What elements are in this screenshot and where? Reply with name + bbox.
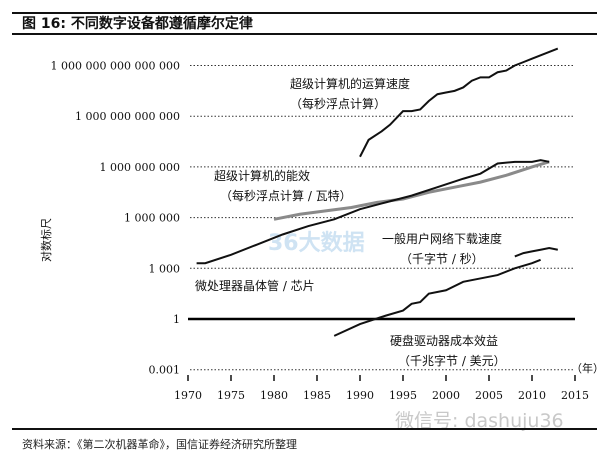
- series-unit-4: （千兆字节 / 美元）: [398, 353, 506, 368]
- series-unit-1: （每秒浮点计算 / 瓦特）: [220, 188, 352, 203]
- top-rule: [12, 12, 597, 14]
- y-tick-label: 1 000 000 000 000 000: [51, 60, 180, 73]
- watermark: 微信号: dashuju36: [395, 410, 564, 432]
- x-tick-label: 1970: [174, 389, 202, 402]
- x-tick-label: 2005: [475, 389, 503, 402]
- x-axis-label: （年）: [571, 361, 604, 375]
- source-note: 资料来源：《第二次机器革命》，国信证券经济研究所整理: [22, 438, 297, 451]
- x-tick-label: 1980: [260, 389, 288, 402]
- x-tick-label: 1975: [217, 389, 245, 402]
- y-tick-label: 1 000: [149, 262, 181, 275]
- x-tick-label: 2015: [561, 389, 589, 402]
- y-axis-label: 对数标尺: [39, 218, 53, 262]
- x-tick-label: 1995: [389, 389, 417, 402]
- x-tick-label: 1990: [346, 389, 374, 402]
- title-rule: [12, 33, 597, 35]
- series-unit-0: （每秒浮点计算）: [290, 96, 386, 111]
- y-tick-label: 1: [173, 313, 180, 326]
- series-label-3: 一般用户网络下载速度: [382, 231, 502, 246]
- series-line-0: [359, 47, 559, 158]
- x-tick-label: 1985: [303, 389, 331, 402]
- series-label-1: 超级计算机的能效: [214, 168, 310, 183]
- y-tick-label: 1 000 000 000 000: [75, 110, 180, 123]
- series-line-1: [273, 160, 550, 221]
- series-line-2: [196, 159, 550, 265]
- y-tick-label: 0.001: [149, 364, 181, 377]
- y-tick-label: 1 000 000: [124, 212, 180, 225]
- bottom-rule: [12, 428, 597, 430]
- y-tick-label: 1 000 000 000: [100, 161, 180, 174]
- figure-title: 图 16: 不同数字设备都遵循摩尔定律: [22, 16, 253, 32]
- series-line-3: [514, 247, 558, 258]
- series-label-0: 超级计算机的运算速度: [290, 76, 410, 91]
- x-tick-label: 2000: [432, 389, 460, 402]
- series-line-4: [333, 258, 541, 337]
- series-label-4: 硬盘驱动器成本效益: [390, 333, 498, 348]
- series-label-2: 微处理器晶体管 / 芯片: [195, 278, 315, 293]
- x-tick-label: 2010: [518, 389, 546, 402]
- series-unit-3: （千字节 / 秒）: [400, 251, 484, 266]
